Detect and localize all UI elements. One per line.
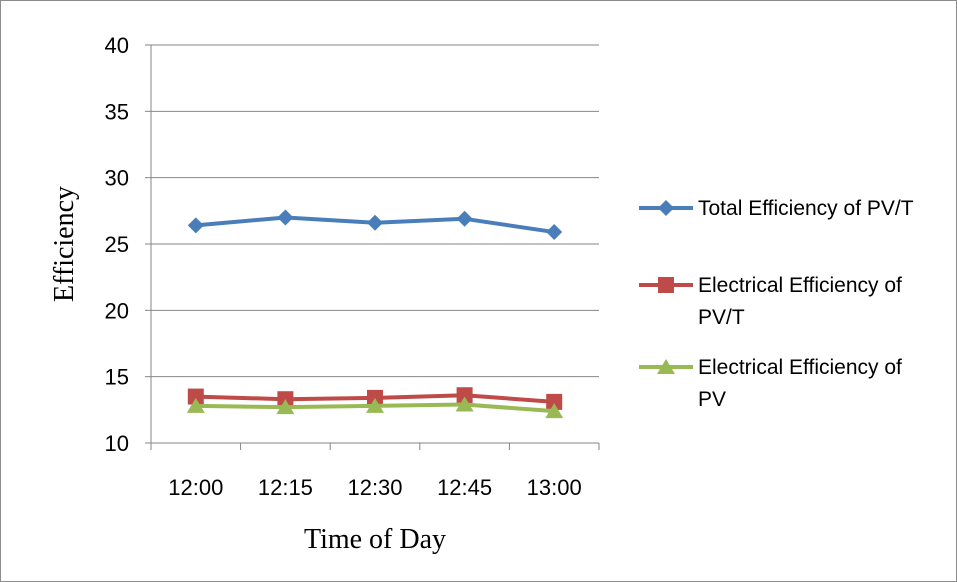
legend-label: Electrical Efficiency of — [698, 274, 902, 297]
x-axis: 12:00 12:15 12:30 12:45 13:00 — [150, 45, 600, 500]
x-tick-label: 12:30 — [347, 475, 402, 500]
legend-label: PV/T — [698, 306, 745, 329]
data-point — [366, 397, 384, 413]
x-tick-label: 13:00 — [527, 475, 582, 500]
data-point — [546, 393, 563, 410]
data-point — [277, 209, 294, 226]
legend-label: Total Efficiency of PV/T — [698, 197, 914, 220]
data-point — [546, 224, 563, 241]
legend: Total Efficiency of PV/T Electrical Effic… — [639, 197, 914, 411]
legend-marker — [658, 200, 674, 216]
data-point — [456, 387, 473, 404]
y-axis-ticks: 10 15 20 25 30 35 40 — [105, 33, 151, 456]
gridlines — [151, 44, 599, 444]
x-tick-label: 12:45 — [437, 475, 492, 500]
data-point — [545, 403, 564, 419]
plot-series — [186, 209, 564, 419]
data-point — [367, 214, 383, 231]
legend-marker — [658, 277, 674, 293]
legend-label: PV — [698, 388, 726, 411]
y-tick-label: 20 — [105, 298, 129, 323]
legend-marker — [657, 359, 675, 374]
data-point — [456, 210, 473, 227]
data-point — [186, 397, 205, 413]
legend-item: Total Efficiency of PV/T — [639, 197, 914, 220]
legend-item: Electrical Efficiency of PV/T — [639, 274, 902, 329]
series-1 — [187, 209, 563, 241]
legend-item: Electrical Efficiency of PV — [639, 356, 902, 411]
y-tick-label: 35 — [105, 99, 129, 124]
y-tick-label: 10 — [105, 431, 129, 456]
y-axis-title: Efficiency — [49, 186, 80, 302]
data-point — [276, 399, 295, 415]
series-3 — [186, 396, 564, 419]
x-axis-title: Time of Day — [304, 524, 446, 555]
y-tick-label: 30 — [105, 166, 129, 191]
x-tick-label: 12:00 — [168, 475, 223, 500]
data-point — [187, 388, 204, 405]
y-tick-label: 40 — [105, 33, 129, 58]
data-point — [187, 217, 204, 234]
y-tick-label: 25 — [105, 232, 129, 257]
y-tick-label: 15 — [105, 365, 129, 390]
legend-label: Electrical Efficiency of — [698, 356, 902, 379]
data-point — [455, 396, 474, 412]
x-tick-label: 12:15 — [258, 475, 313, 500]
